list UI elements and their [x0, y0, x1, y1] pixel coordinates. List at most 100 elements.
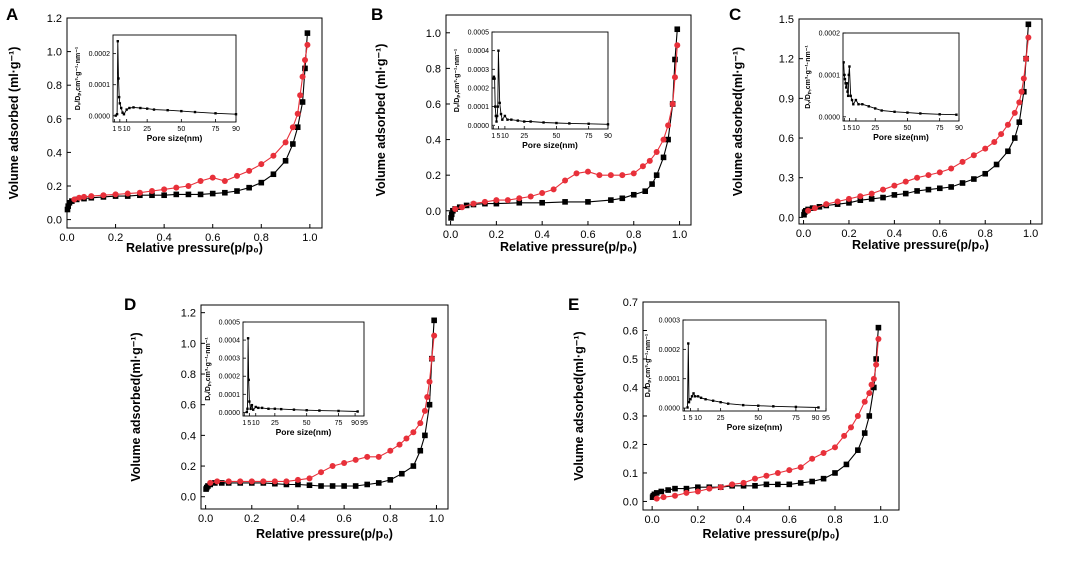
inset-y-tick-label: 0.0002 — [659, 347, 681, 354]
data-point — [387, 447, 394, 454]
inset-y-tick-label: 0.0000 — [659, 406, 681, 413]
y-tick-label: 0.6 — [181, 400, 196, 412]
data-point — [124, 190, 131, 197]
y-tick-label: 0.0 — [47, 215, 62, 227]
inset-point — [854, 98, 858, 102]
x-tick-label: 0.4 — [887, 228, 902, 240]
inset-point — [214, 112, 217, 115]
x-tick-label: 0.2 — [108, 232, 123, 244]
data-point — [619, 195, 626, 202]
data-point — [306, 482, 313, 489]
inset-point — [494, 105, 497, 108]
data-point — [1016, 119, 1023, 125]
data-point — [417, 420, 424, 427]
inset-x-tick-label: 10 — [852, 125, 860, 132]
inset-point — [861, 103, 864, 106]
data-point — [982, 145, 989, 152]
panel-C: C 0.0 0.2 0.4 0.6 0.8 1.0 0.0 0.3 0.6 0.9 1.2 1.5 Rel… — [729, 5, 1043, 252]
y-axis-label: Volume adsorbed(ml·g⁻¹) — [129, 332, 143, 481]
inset-point — [234, 113, 238, 116]
inset-frame — [682, 319, 827, 412]
data-point — [76, 194, 83, 201]
y-tick-label: 0.6 — [426, 99, 441, 111]
inset-y-tick-label: 0.0002 — [219, 374, 241, 381]
data-point — [149, 188, 155, 195]
inset-point — [568, 122, 571, 125]
inset-point — [492, 75, 496, 78]
data-point — [649, 181, 655, 187]
inset-point — [690, 395, 694, 398]
data-point — [329, 483, 336, 489]
data-point — [112, 191, 119, 198]
data-point — [527, 193, 534, 200]
data-point — [136, 189, 143, 196]
inset-y-tick-label: 0.0001 — [819, 72, 841, 79]
data-point — [562, 199, 568, 205]
inset-x-tick-label: 75 — [936, 125, 944, 132]
series-desorption — [653, 336, 882, 502]
data-point — [161, 192, 167, 199]
inset-x-tick-label: 75 — [585, 133, 593, 140]
inset-y-tick-label: 0.0002 — [819, 31, 841, 38]
x-tick-label: 0.8 — [626, 229, 641, 241]
inset-point — [246, 337, 250, 340]
data-point — [585, 199, 591, 205]
inset-point — [587, 122, 590, 125]
inset-point — [687, 400, 691, 404]
data-point — [481, 198, 488, 205]
data-point — [197, 177, 204, 184]
data-point — [936, 169, 943, 176]
inset-point — [318, 409, 321, 412]
data-point — [539, 189, 546, 196]
data-point — [329, 463, 336, 470]
data-point — [786, 481, 793, 488]
data-point — [352, 456, 359, 463]
inset-y-tick-label: 0.0001 — [89, 82, 111, 89]
data-point — [646, 157, 653, 164]
inset-x-tick-label: 5 — [847, 125, 851, 132]
panel-label: E — [568, 295, 579, 314]
inset-point — [772, 405, 775, 408]
inset-y-tick-label: 0.0004 — [219, 338, 241, 345]
data-point — [428, 355, 435, 362]
inset-x-tick-label: 25 — [717, 415, 725, 422]
inset-point — [118, 102, 122, 105]
data-point — [387, 477, 394, 483]
inset-point — [919, 112, 922, 115]
inset-point — [906, 111, 909, 114]
data-point — [295, 481, 301, 488]
data-point — [246, 167, 253, 174]
inset-point — [757, 404, 760, 407]
inset-point — [117, 95, 121, 99]
plot-frame — [66, 17, 323, 229]
inset-chart: 1 5 10 25 50 75 90 95 0.0000 0.0001 0.0002 0.0003 Po… — [645, 318, 830, 433]
inset-y-tick-label: 0.0000 — [468, 123, 490, 130]
data-point — [173, 191, 180, 198]
data-point — [306, 475, 313, 482]
inset-point — [510, 118, 513, 121]
y-tick-label: 1.2 — [779, 54, 794, 66]
x-tick-label: 0.6 — [205, 232, 220, 244]
panel-label: B — [371, 5, 383, 24]
inset-x-tick-label: 25 — [143, 126, 151, 133]
inset-point — [696, 395, 700, 398]
data-point — [470, 200, 477, 207]
y-tick-label: 1.0 — [47, 47, 62, 59]
y-axis-label: Volume adsorbed (ml·g⁻¹) — [7, 47, 21, 200]
inset-point — [857, 103, 860, 106]
y-tick-label: 0.8 — [426, 63, 441, 75]
inset-point — [492, 77, 495, 80]
data-point — [282, 139, 289, 146]
data-point — [341, 459, 348, 466]
inset-point — [555, 121, 558, 125]
data-point — [811, 205, 818, 212]
series-line — [652, 327, 879, 498]
data-point — [959, 180, 966, 186]
inset-x-tick-label: 25 — [520, 133, 528, 140]
data-point — [642, 188, 649, 194]
data-point — [970, 152, 977, 159]
data-point — [775, 481, 781, 488]
data-point — [925, 186, 932, 193]
data-point — [1020, 75, 1027, 82]
